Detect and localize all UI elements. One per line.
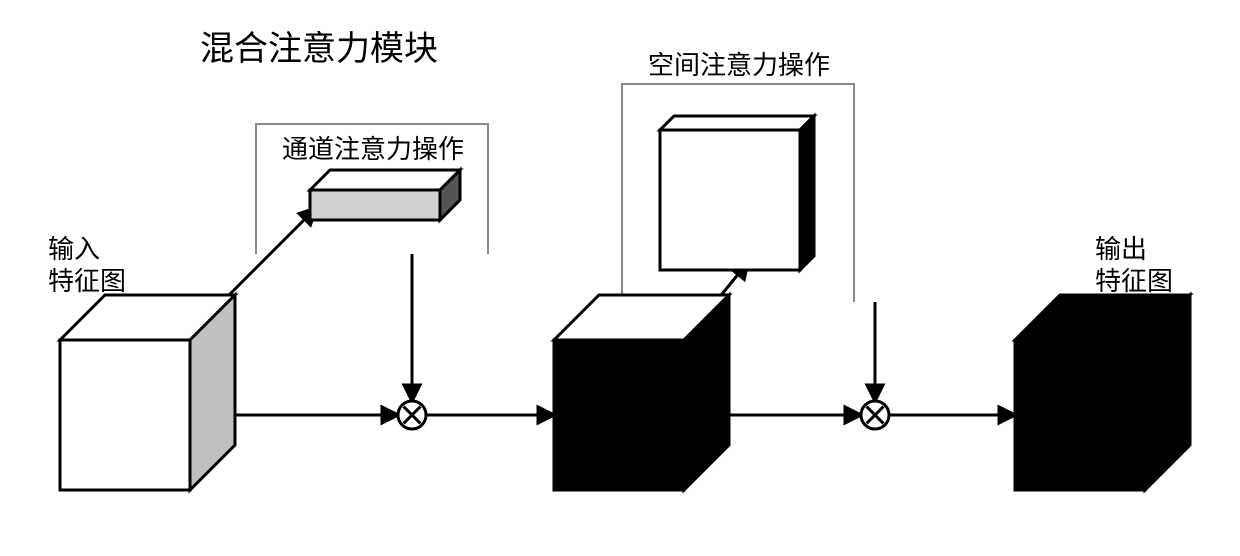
output-feature-cube (1015, 295, 1190, 490)
diagram-title: 混合注意力模块 (200, 30, 438, 68)
output-feature-label-2: 特征图 (1095, 267, 1173, 296)
multiply-node-2 (861, 401, 889, 429)
diagram-canvas: 混合注意力模块通道注意力操作 空间注意力操作输入特征图 输出特征图 (0, 0, 1240, 556)
spatial-attention-slab (660, 116, 814, 270)
input-feature-label-2: 特征图 (48, 267, 126, 296)
middle-feature-cube (554, 295, 729, 490)
input-feature-label-1: 输入 (48, 235, 100, 264)
channel-attention-label: 通道注意力操作 (282, 135, 464, 164)
spatial-attention-label: 空间注意力操作 (648, 51, 830, 80)
output-feature-label-1: 输出 (1095, 235, 1147, 264)
channel-attention-bar (310, 170, 460, 220)
multiply-node-1 (398, 401, 426, 429)
input-feature-cube (60, 295, 235, 490)
